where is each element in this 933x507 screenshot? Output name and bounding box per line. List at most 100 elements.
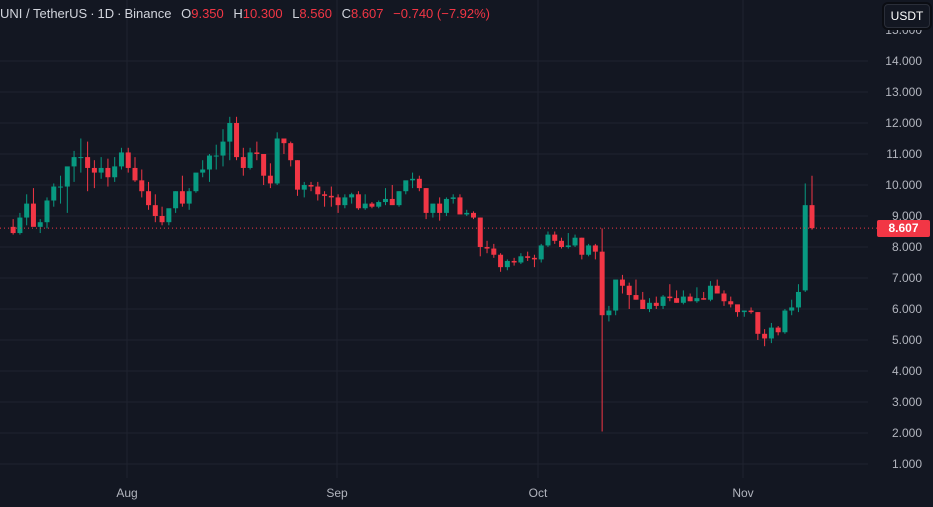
- candle-body: [362, 203, 368, 209]
- candle-body: [30, 203, 36, 227]
- candle-body: [647, 302, 653, 309]
- x-axis-tick-label: Aug: [116, 486, 137, 500]
- candle-body: [281, 138, 287, 144]
- candle-body: [606, 310, 612, 316]
- candle-body: [78, 157, 84, 159]
- candle-body: [382, 198, 388, 203]
- current-price-tag: 8.607: [877, 219, 930, 237]
- candle-body: [626, 285, 632, 296]
- candle-body: [342, 197, 348, 206]
- x-axis-tick-label: Oct: [529, 486, 548, 500]
- y-axis-tick-label: 11.000: [886, 147, 922, 161]
- candle-body: [640, 299, 646, 309]
- candle-body: [619, 279, 625, 286]
- symbol-name[interactable]: UNI / TetherUS: [0, 6, 88, 21]
- candle-body: [91, 167, 97, 173]
- candle-body: [37, 222, 43, 227]
- candle-body: [748, 310, 754, 313]
- candle-body: [565, 245, 571, 247]
- candle-body: [213, 155, 219, 157]
- candle-body: [315, 186, 321, 195]
- candle-body: [349, 194, 355, 198]
- candle-body: [247, 152, 253, 168]
- open-value: 9.350: [191, 6, 224, 21]
- y-axis-tick-label: 2.000: [892, 426, 922, 440]
- candle-body: [633, 295, 639, 300]
- candle-body: [410, 178, 416, 181]
- candle-body: [288, 143, 294, 161]
- candle-body: [396, 191, 402, 206]
- candle-body: [71, 157, 77, 167]
- candle-body: [653, 302, 659, 306]
- candle-body: [471, 212, 476, 218]
- candle-body: [579, 237, 585, 255]
- candle-body: [511, 260, 517, 263]
- y-axis-tick-label: 3.000: [892, 395, 922, 409]
- candle-body: [152, 205, 158, 216]
- candle-body: [775, 327, 781, 333]
- candle-body: [531, 257, 537, 260]
- candle-body: [464, 212, 470, 215]
- candle-body: [179, 191, 185, 204]
- exchange-label: Binance: [124, 6, 172, 21]
- candle-body: [227, 123, 233, 142]
- candle-body: [328, 195, 334, 198]
- candle-body: [322, 194, 328, 196]
- candle-body: [538, 245, 544, 260]
- candle-body: [267, 175, 273, 184]
- low-value: 8.560: [299, 6, 332, 21]
- y-axis-tick-label: 4.000: [892, 364, 922, 378]
- candle-body: [674, 298, 680, 303]
- candle-body: [118, 152, 124, 167]
- candle-body: [782, 310, 788, 333]
- candle-body: [484, 247, 490, 249]
- candle-body: [186, 191, 192, 204]
- candle-body: [261, 154, 267, 176]
- candle-body: [762, 333, 768, 339]
- interval-label[interactable]: 1D: [97, 6, 115, 21]
- candle-body: [741, 310, 747, 313]
- candle-body: [755, 312, 761, 334]
- candle-body: [403, 180, 409, 192]
- candle-body: [572, 237, 578, 246]
- y-axis-tick-label: 7.000: [892, 271, 922, 285]
- candle-body: [795, 291, 801, 308]
- candle-body: [599, 251, 605, 316]
- candle-body: [491, 248, 497, 255]
- candle-body: [498, 254, 504, 268]
- candle-body: [254, 152, 260, 154]
- candle-body: [430, 203, 436, 213]
- candle-body: [768, 327, 774, 339]
- currency-button[interactable]: USDT: [884, 4, 930, 28]
- separator-dot: ·: [117, 6, 122, 21]
- y-axis-tick-label: 14.000: [885, 54, 922, 68]
- candle-body: [17, 217, 23, 234]
- candle-body: [450, 197, 456, 199]
- low-label: L: [292, 6, 300, 21]
- candle-body: [680, 296, 686, 303]
- candle-body: [105, 167, 111, 178]
- candle-body: [667, 296, 673, 299]
- candle-body: [694, 298, 700, 302]
- candle-body: [504, 260, 510, 268]
- candle-body: [335, 197, 341, 206]
- candle-body: [552, 234, 558, 241]
- candle-body: [44, 200, 50, 223]
- candle-body: [525, 256, 531, 258]
- candle-body: [173, 191, 179, 209]
- candle-body: [559, 240, 565, 247]
- candle-body: [139, 180, 145, 192]
- candle-body: [416, 178, 422, 189]
- candle-body: [234, 123, 240, 158]
- y-axis-tick-label: 8.000: [892, 240, 922, 254]
- y-axis-tick-label: 13.000: [885, 85, 922, 99]
- candle-body: [592, 245, 598, 252]
- candle-body: [308, 185, 314, 187]
- candle-body: [437, 203, 443, 213]
- candle-body: [735, 304, 741, 313]
- candle-body: [125, 152, 131, 168]
- candle-body: [10, 226, 16, 234]
- candle-body: [85, 157, 91, 168]
- y-axis-tick-label: 12.000: [885, 116, 922, 130]
